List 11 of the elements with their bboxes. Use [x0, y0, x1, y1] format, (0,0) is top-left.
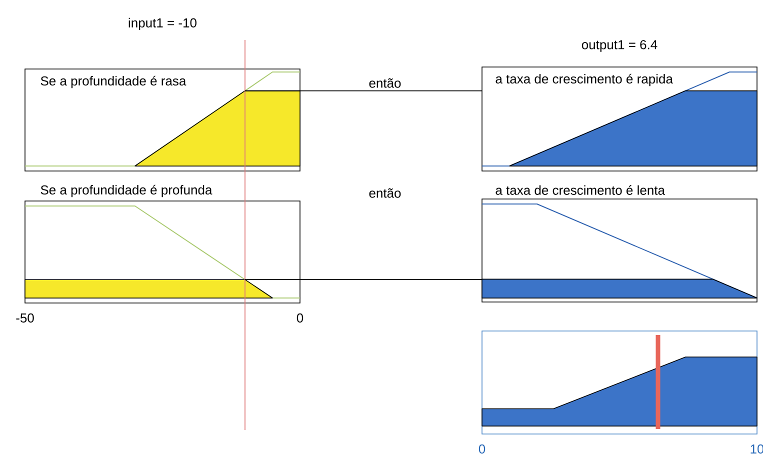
x-tick-label: 0 [296, 313, 304, 323]
chart-title: output1 = 6.4 [582, 40, 658, 52]
chart-title: input1 = -10 [128, 18, 196, 30]
text: então [369, 78, 401, 88]
chart-title: a taxa de crescimento é lenta [496, 185, 666, 195]
x-tick-label: -50 [16, 313, 34, 323]
chart-subtitle: a taxa de crescimento é rapida [496, 74, 673, 86]
text: então [369, 188, 401, 198]
chart-subtitle: Se a profundidade é rasa [40, 76, 186, 88]
chart-title: Se a profundidade é profunda [40, 184, 212, 198]
x-tick-label: 0 [478, 444, 486, 454]
